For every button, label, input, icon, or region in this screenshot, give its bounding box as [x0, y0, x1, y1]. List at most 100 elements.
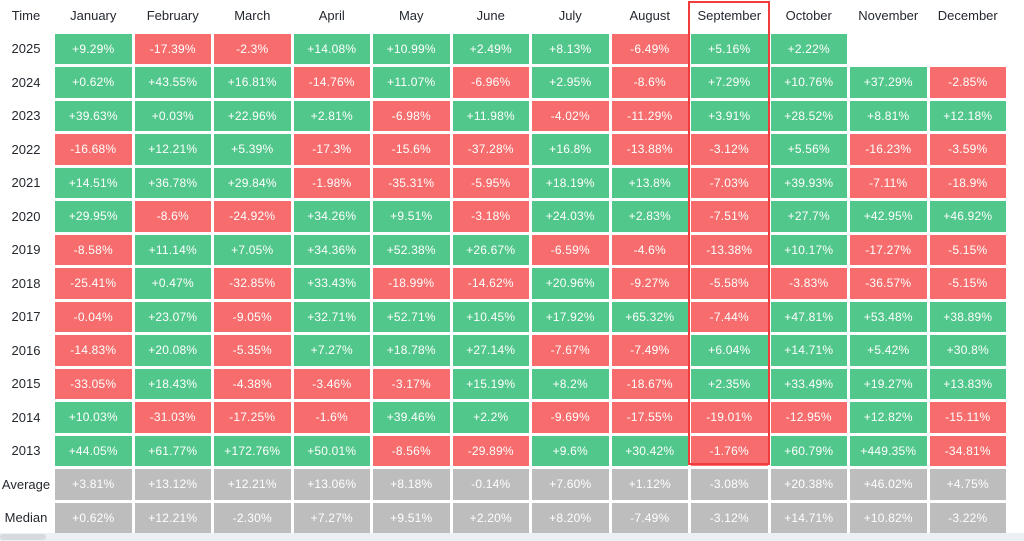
value-cell: +20.08% — [134, 335, 211, 366]
value-cell: +36.78% — [134, 167, 211, 198]
value-cell: -16.68% — [55, 134, 132, 165]
returns-table: Time January February March April May June July… — [2, 7, 1006, 533]
value-cell: +13.12% — [134, 469, 211, 500]
value-cell: +12.82% — [850, 402, 927, 433]
value-cell: +14.71% — [770, 502, 847, 533]
value-cell: -3.12% — [691, 134, 768, 165]
value-cell: -32.85% — [214, 268, 291, 299]
value-cell: +18.43% — [134, 368, 211, 399]
value-cell: +46.02% — [850, 469, 927, 500]
value-cell: +11.07% — [373, 67, 450, 98]
value-cell: -6.49% — [611, 33, 688, 64]
value-cell: +2.20% — [452, 502, 529, 533]
row-label-2018: 2018 — [11, 275, 41, 291]
value-cell: -3.22% — [929, 502, 1006, 533]
value-cell: -0.04% — [55, 301, 132, 332]
value-cell: -14.62% — [452, 268, 529, 299]
value-cell: -3.08% — [691, 469, 768, 500]
value-cell: +0.47% — [134, 268, 211, 299]
value-cell: -5.95% — [452, 167, 529, 198]
value-cell: -7.03% — [691, 167, 768, 198]
value-cell: +7.27% — [293, 502, 370, 533]
value-cell: -9.27% — [611, 268, 688, 299]
value-cell: +9.51% — [373, 502, 450, 533]
value-cell: -18.99% — [373, 268, 450, 299]
value-cell: +10.17% — [770, 234, 847, 265]
value-cell: +17.92% — [532, 301, 609, 332]
value-cell: +10.99% — [373, 33, 450, 64]
value-cell: +0.62% — [55, 67, 132, 98]
value-cell: +19.27% — [850, 368, 927, 399]
value-cell: +0.62% — [55, 502, 132, 533]
horizontal-scrollbar-track[interactable] — [0, 533, 1024, 541]
value-cell: -7.49% — [611, 502, 688, 533]
horizontal-scrollbar-thumb[interactable] — [0, 534, 46, 540]
column-header-may: May — [398, 7, 424, 23]
value-cell: -5.15% — [929, 234, 1006, 265]
value-cell: +29.84% — [214, 167, 291, 198]
value-cell: -4.38% — [214, 368, 291, 399]
value-cell: -31.03% — [134, 402, 211, 433]
value-cell: -29.89% — [452, 435, 529, 466]
value-cell: -6.59% — [532, 234, 609, 265]
value-cell: +2.95% — [532, 67, 609, 98]
value-cell: +53.48% — [850, 301, 927, 332]
value-cell: -35.31% — [373, 167, 450, 198]
value-cell: +6.04% — [691, 335, 768, 366]
value-cell: -15.11% — [929, 402, 1006, 433]
value-cell: -2.3% — [214, 33, 291, 64]
value-cell: -33.05% — [55, 368, 132, 399]
value-cell: -5.35% — [214, 335, 291, 366]
value-cell: -25.41% — [55, 268, 132, 299]
column-header-october: October — [785, 7, 832, 23]
value-cell: -37.28% — [452, 134, 529, 165]
value-cell: -5.58% — [691, 268, 768, 299]
value-cell: -13.88% — [611, 134, 688, 165]
column-header-august: August — [629, 7, 670, 23]
value-cell: -8.56% — [373, 435, 450, 466]
column-header-march: March — [234, 7, 271, 23]
value-cell: -8.58% — [55, 234, 132, 265]
value-cell: +16.8% — [532, 134, 609, 165]
value-cell: +32.71% — [293, 301, 370, 332]
value-cell: +12.21% — [134, 502, 211, 533]
value-cell: +52.71% — [373, 301, 450, 332]
row-label-2025: 2025 — [11, 41, 41, 57]
value-cell: +7.05% — [214, 234, 291, 265]
value-cell: +172.76% — [214, 435, 291, 466]
value-cell: +11.14% — [134, 234, 211, 265]
value-cell: +30.42% — [611, 435, 688, 466]
value-cell: -6.98% — [373, 100, 450, 131]
value-cell: -7.51% — [691, 201, 768, 232]
row-label-2015: 2015 — [11, 376, 41, 392]
value-cell: +4.75% — [929, 469, 1006, 500]
column-header-july: July — [558, 7, 582, 23]
value-cell: -5.15% — [929, 268, 1006, 299]
value-cell: -19.01% — [691, 402, 768, 433]
value-cell: +42.95% — [850, 201, 927, 232]
value-cell: -14.83% — [55, 335, 132, 366]
value-cell: +14.08% — [293, 33, 370, 64]
value-cell: -3.17% — [373, 368, 450, 399]
row-label-median: Median — [4, 510, 48, 526]
value-cell: +61.77% — [134, 435, 211, 466]
value-cell: +5.42% — [850, 335, 927, 366]
column-header-june: June — [476, 7, 505, 23]
value-cell: -1.76% — [691, 435, 768, 466]
value-cell: +38.89% — [929, 301, 1006, 332]
value-cell: +14.51% — [55, 167, 132, 198]
value-cell: -7.49% — [611, 335, 688, 366]
column-header-september: September — [697, 7, 762, 23]
value-cell: -14.76% — [293, 67, 370, 98]
empty-cell — [850, 34, 927, 65]
value-cell: +20.96% — [532, 268, 609, 299]
value-cell: +7.27% — [293, 335, 370, 366]
value-cell: +46.92% — [929, 201, 1006, 232]
column-header-february: February — [146, 7, 199, 23]
value-cell: -1.6% — [293, 402, 370, 433]
value-cell: +8.18% — [373, 469, 450, 500]
value-cell: -3.46% — [293, 368, 370, 399]
value-cell: -9.69% — [532, 402, 609, 433]
value-cell: -8.6% — [134, 201, 211, 232]
value-cell: +3.81% — [55, 469, 132, 500]
